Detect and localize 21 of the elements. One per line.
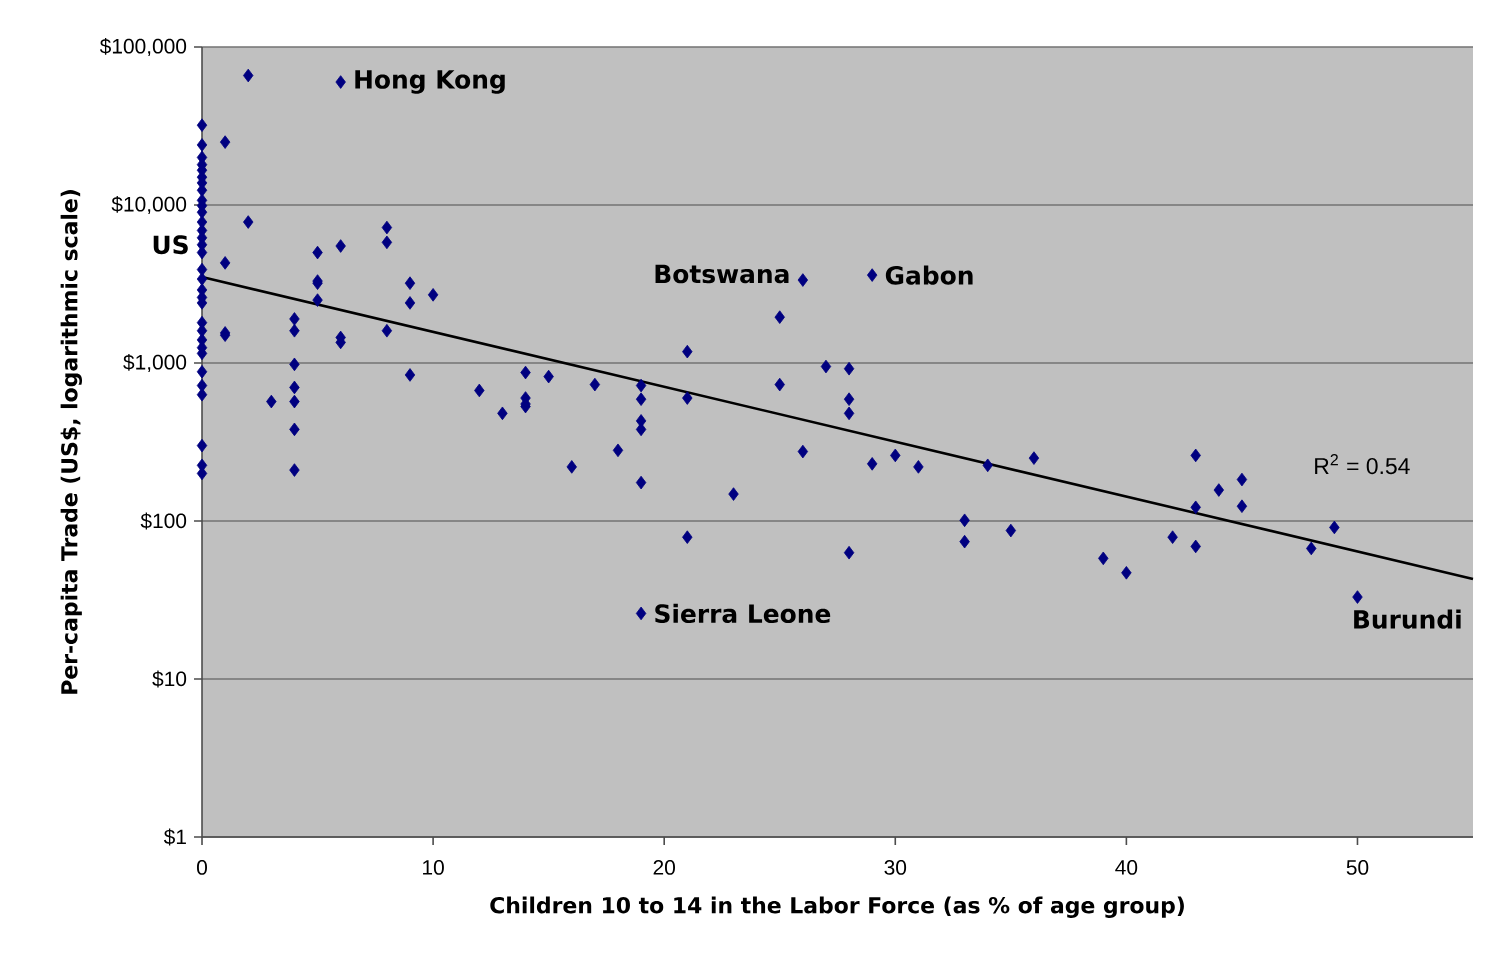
annotation: Gabon	[885, 265, 973, 285]
x-axis-title: Children 10 to 14 in the Labor Force (as % of age group)	[490, 896, 1184, 918]
x-tick-label: 50	[1346, 860, 1369, 875]
y-tick-label: $100,000	[99, 37, 187, 57]
annotation: Botswana	[655, 264, 789, 284]
x-tick-label: 40	[1115, 860, 1138, 875]
x-tick-label: 10	[423, 860, 444, 875]
annotation: R$^{2}$ = 0.54	[1315, 454, 1410, 475]
x-tick-label: 0	[197, 860, 207, 875]
y-tick-label: $1,000	[123, 353, 187, 373]
x-tick-label: 30	[884, 860, 907, 875]
annotation: Burundi	[1354, 609, 1461, 629]
y-tick-label: $10,000	[111, 195, 187, 215]
y-tick-label: $100	[140, 512, 187, 530]
y-tick-label: $10	[152, 670, 187, 688]
y-tick-label: $1	[163, 828, 186, 846]
annotation: US	[153, 235, 188, 255]
annotation: Hong Kong	[355, 70, 505, 94]
y-axis-title: Per-capita Trade (US$, logarithmic scale)	[60, 190, 83, 694]
x-tick-label: 20	[653, 860, 675, 875]
annotation: Sierra Leone	[655, 603, 831, 624]
